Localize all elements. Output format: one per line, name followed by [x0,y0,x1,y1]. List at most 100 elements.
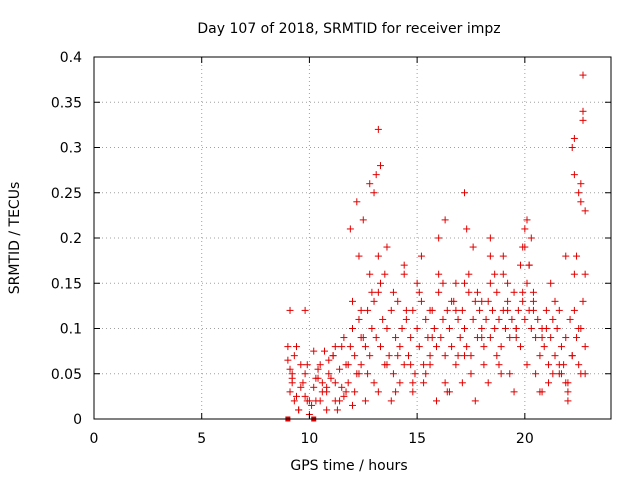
data-point [379,315,387,323]
data-point [562,252,570,260]
data-point [456,334,464,342]
data-point [555,306,563,314]
data-point [383,325,391,332]
data-point [400,270,408,278]
data-markers [284,71,589,422]
data-point [458,306,466,314]
data-point [402,306,410,314]
data-point [415,343,423,351]
data-point [389,370,397,378]
data-point [519,288,527,296]
data-point [338,383,346,391]
data-point [510,388,518,396]
data-point [529,288,537,296]
data-point [422,370,430,378]
data-point [478,325,486,332]
data-point [400,361,408,369]
data-point [370,297,378,305]
data-point [486,279,494,287]
data-point [377,279,385,287]
data-point [361,343,369,351]
y-tick-label: 0.35 [51,95,82,111]
data-point [413,325,421,332]
data-point [517,343,525,351]
data-point [448,297,456,305]
data-point [441,352,449,360]
data-point [577,198,585,206]
data-point [398,325,406,332]
data-point [467,370,475,378]
data-point [538,388,546,396]
data-point [303,361,311,369]
data-point [506,334,514,342]
data-point [368,325,376,332]
data-point [454,352,462,360]
data-point [422,315,430,323]
data-point [484,297,492,305]
data-point [290,397,298,405]
data-point [489,306,497,314]
data-point [374,388,382,396]
data-point [443,306,451,314]
data-point [415,288,423,296]
y-tick-label: 0.15 [51,276,82,292]
data-point [512,325,520,332]
data-point [579,116,587,124]
data-point [284,343,292,351]
data-point [340,392,348,400]
data-point [523,279,531,287]
data-point [545,361,553,369]
data-point [499,252,507,260]
data-point [303,397,311,405]
data-point [448,343,456,351]
data-point [290,352,298,360]
data-point [407,361,415,369]
data-point [392,388,400,396]
data-point [581,207,589,215]
data-point [538,334,546,342]
data-point [547,334,555,342]
data-point [364,370,372,378]
data-point [318,388,326,396]
data-point [495,315,503,323]
data-point [301,392,309,400]
data-point [428,334,436,342]
data-point [445,325,453,332]
data-point [529,306,537,314]
data-point [400,261,408,269]
y-tick-label: 0.4 [60,50,82,66]
data-point [361,397,369,405]
data-point [295,406,303,414]
data-point [564,388,572,396]
data-point [336,365,344,373]
data-point [514,306,522,314]
data-point [357,361,365,369]
data-point [467,352,475,360]
data-point [562,379,570,387]
data-point [506,370,514,378]
data-point [577,180,585,188]
data-point [542,325,550,332]
data-point [573,252,581,260]
data-point [486,234,494,242]
data-point [402,315,410,323]
data-point [439,315,447,323]
x-tick-label: 10 [301,431,319,447]
x-tick-label: 5 [197,431,206,447]
data-point [527,325,535,332]
data-point [392,334,400,342]
data-point [409,306,417,314]
data-point [517,261,525,269]
data-point [493,288,501,296]
data-point [286,365,294,373]
data-point [318,379,326,387]
x-axis-label: GPS time / hours [290,458,407,474]
chart-title: Day 107 of 2018, SRMTID for receiver imp… [197,21,500,37]
data-point [471,297,479,305]
data-point [463,343,471,351]
data-point [346,343,354,351]
data-point [482,315,490,323]
data-point [555,361,563,369]
data-point [491,325,499,332]
data-point [547,279,555,287]
